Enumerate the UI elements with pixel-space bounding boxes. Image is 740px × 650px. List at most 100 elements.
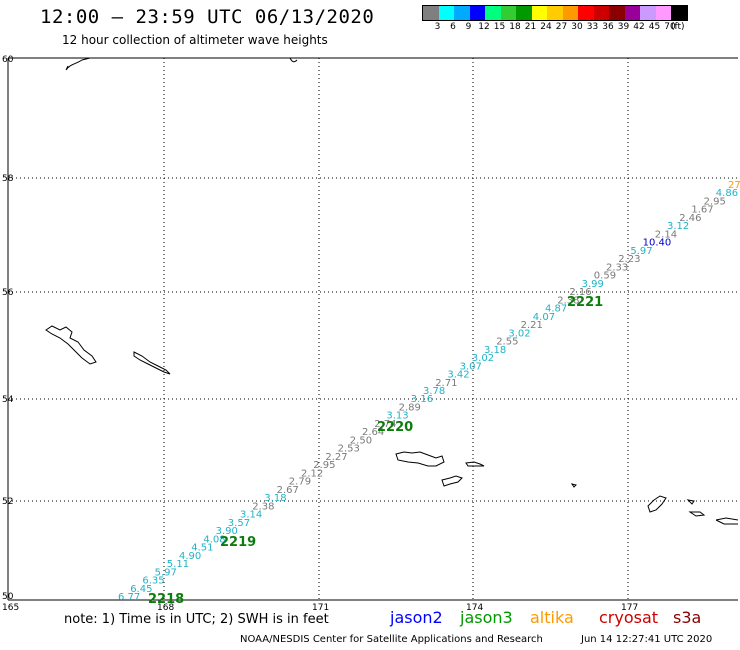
- track-point-label: 3.16: [411, 394, 433, 405]
- colorbar-swatch: [562, 6, 578, 20]
- colorbar-swatch: [593, 6, 609, 20]
- track-point-label: 5.97: [630, 246, 652, 257]
- altimeter-track: 6.776.456.355.975.114.904.514.083.903.57…: [118, 180, 740, 603]
- pass-label-2218: 2218: [148, 592, 184, 607]
- track-point-label: 3.14: [240, 510, 262, 521]
- track-point-label: 2.50: [350, 435, 372, 446]
- track-point-label: 3.02: [472, 353, 494, 364]
- lat-label-56: 56: [2, 288, 14, 298]
- colorbar-label: 36: [602, 22, 614, 32]
- track-point-label: 2.38: [252, 501, 274, 512]
- satellite-altika: altika: [530, 608, 574, 627]
- colorbar-label: 30: [571, 22, 583, 32]
- track-point-label: 2.33: [606, 262, 628, 273]
- colorbar-swatch: [454, 6, 470, 20]
- colorbar-swatch: [640, 6, 656, 20]
- map-frame: [7, 57, 738, 601]
- colorbar-labels: 3 6 9 12 15 18 21 24 27 30 33 36 39 42 45 70 (ft): [422, 21, 688, 35]
- lon-label-171: 171: [312, 603, 329, 613]
- colorbar-swatch: [516, 6, 532, 20]
- track-point-label: 4.87: [545, 304, 567, 315]
- coastlines: [45, 57, 739, 525]
- footer-note: note: 1) Time is in UTC; 2) SWH is in fe…: [64, 612, 329, 627]
- colorbar-label: 33: [586, 22, 599, 32]
- colorbar-swatches: [422, 5, 688, 21]
- track-point-label: 3.78: [423, 386, 445, 397]
- track-point-label: 2.95: [704, 197, 726, 208]
- track-point-label: 3.02: [508, 328, 530, 339]
- track-point-label: 1.67: [691, 205, 713, 216]
- track-point-label: 2.53: [338, 444, 360, 455]
- track-point-label: 2.16: [569, 287, 591, 298]
- track-point-label: 6.45: [130, 584, 152, 595]
- lat-label-50: 50: [2, 592, 14, 602]
- satellite-cryosat: cryosat: [599, 608, 659, 627]
- colorbar-swatch: [547, 6, 563, 20]
- track-point-label: 5.97: [155, 567, 177, 578]
- colorbar-swatch: [655, 6, 671, 20]
- colorbar-label: 39: [617, 22, 630, 32]
- colorbar-label: 27: [555, 22, 568, 32]
- colorbar-swatch: [423, 6, 439, 20]
- track-point-label: 3.07: [460, 361, 482, 372]
- track-point-label: 3.12: [667, 221, 689, 232]
- track-point-label: 3.18: [484, 345, 506, 356]
- track-point-label: 2.21: [521, 320, 543, 331]
- track-point-label: 3.18: [264, 493, 286, 504]
- track-point-label: 2.79: [289, 477, 311, 488]
- colorbar-label: 18: [509, 22, 521, 32]
- track-point-label: 3.42: [447, 370, 469, 381]
- wave-height-colorbar: 3 6 9 12 15 18 21 24 27 30 33 36 39 42 45 70 (ft): [422, 5, 688, 35]
- pass-label-2220: 2220: [377, 420, 413, 435]
- lon-label-177: 177: [621, 603, 638, 613]
- track-point-label: 2.12: [301, 468, 323, 479]
- track-point-label: 4.90: [179, 551, 201, 562]
- lon-label-165: 165: [2, 603, 19, 613]
- map-subtitle: 12 hour collection of altimeter wave hei…: [62, 33, 328, 47]
- satellite-s3a: s3a: [673, 608, 702, 627]
- lon-label-174: 174: [466, 603, 483, 613]
- pass-label-2219: 2219: [220, 535, 256, 550]
- colorbar-swatch: [624, 6, 640, 20]
- map-title: 12:00 – 23:59 UTC 06/13/2020: [40, 6, 375, 28]
- track-point-label: 4.07: [533, 312, 555, 323]
- track-point-label: 2.14: [655, 229, 677, 240]
- colorbar-label: 42: [633, 22, 645, 32]
- colorbar-swatch: [438, 6, 454, 20]
- track-point-label: 3.13: [386, 411, 408, 422]
- colorbar-swatch: [578, 6, 594, 20]
- colorbar-label: 21: [524, 22, 537, 32]
- lat-label-60: 60: [2, 55, 14, 65]
- colorbar-label: 3: [434, 22, 441, 32]
- track-point-label: 2.55: [496, 337, 518, 348]
- colorbar-swatch: [469, 6, 485, 20]
- track-point-label: 3.99: [582, 279, 604, 290]
- track-point-label: 3.57: [228, 518, 250, 529]
- lat-label-58: 58: [2, 174, 14, 184]
- footer-timestamp: Jun 14 12:27:41 UTC 2020: [581, 634, 713, 645]
- track-point-label: 4.51: [191, 543, 213, 554]
- pass-label-2221: 2221: [567, 295, 603, 310]
- track-point-label: 5.11: [167, 559, 189, 570]
- track-point-label: 10.40: [643, 238, 672, 249]
- track-point-label: 3.90: [216, 526, 238, 537]
- satellite-jason2: jason2: [390, 608, 443, 627]
- track-point-label: 2.89: [399, 403, 421, 414]
- colorbar-label: 45: [648, 22, 661, 32]
- track-point-label: 2.95: [313, 460, 335, 471]
- track-point-label: 4.08: [203, 534, 225, 545]
- colorbar-swatch: [485, 6, 501, 20]
- track-point-label: 2.27: [325, 452, 347, 463]
- track-point-label: 27: [728, 180, 740, 191]
- track-point-label: 6.35: [142, 576, 164, 587]
- footer-credit: NOAA/NESDIS Center for Satellite Applica…: [240, 634, 543, 645]
- track-point-label: 2.64: [362, 427, 384, 438]
- lon-label-168: 168: [157, 603, 174, 613]
- lat-label-54: 54: [2, 395, 14, 405]
- track-point-label: 4.86: [716, 188, 738, 199]
- colorbar-label: 6: [450, 22, 456, 32]
- satellite-jason3: jason3: [460, 608, 513, 627]
- colorbar-swatch: [531, 6, 547, 20]
- lat-gridlines: [8, 177, 738, 502]
